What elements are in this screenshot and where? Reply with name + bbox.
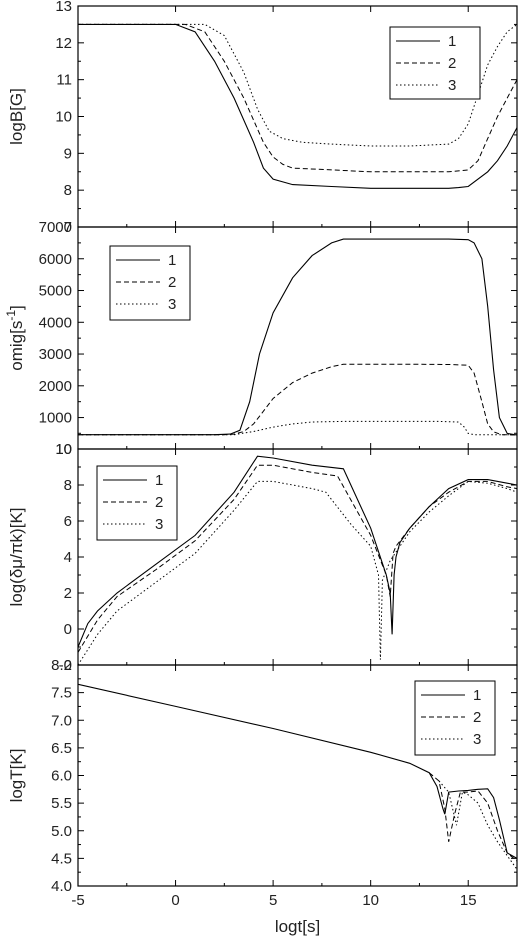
series-line-1 — [78, 238, 517, 436]
legend-label: 3 — [473, 731, 481, 748]
y-tick-label: 4.5 — [51, 850, 72, 867]
legend-label: 2 — [168, 274, 176, 291]
y-tick-label: 6000 — [39, 251, 72, 268]
y-tick-label: 8 — [64, 477, 72, 494]
series-line-1 — [78, 683, 517, 859]
legend-box — [414, 680, 496, 756]
y-tick-label: 8.0 — [51, 657, 72, 674]
y-tick-label: 7 — [64, 219, 72, 236]
series-group — [78, 23, 517, 189]
y-tick-label: 4.0 — [51, 878, 72, 895]
series-line-2 — [428, 772, 517, 862]
y-tick-label: 6 — [64, 513, 72, 530]
legend: 1 2 3 — [109, 245, 191, 321]
series-line-1 — [78, 455, 517, 648]
x-tick-label: 5 — [269, 892, 277, 909]
panel-4: 8.0 7.5 7.0 6.5 6.0 5.5 5.0 4.5 4.0 logT[K] 1 2 3 — [7, 657, 518, 895]
y-axis-label: logT[K] — [7, 749, 26, 803]
legend: 1 2 3 — [414, 680, 496, 756]
legend: 1 2 3 — [389, 26, 481, 100]
series-group — [78, 238, 517, 436]
legend-label: 2 — [448, 55, 456, 72]
legend-label: 2 — [473, 709, 481, 726]
y-tick-label: 13 — [55, 0, 72, 15]
y-tick-label: 10 — [55, 441, 72, 458]
y-axis-label: log(δμ/πk)[K] — [7, 507, 26, 606]
y-tick-label: 6.0 — [51, 768, 72, 785]
series-line-3 — [78, 420, 517, 436]
y-axis-label: omig[s-1] — [4, 305, 26, 370]
y-tick-label: 4000 — [39, 314, 72, 331]
series-group — [78, 683, 517, 870]
y-tick-label: 11 — [56, 72, 72, 89]
x-tick-label: -5 — [71, 892, 84, 909]
y-axis-label-main: omig[s — [7, 321, 26, 371]
y-tick-label: 7.5 — [51, 685, 72, 702]
y-tick-label: 7.0 — [51, 712, 72, 729]
y-tick-label: 1000 — [39, 410, 72, 427]
x-axis-label: logt[s] — [275, 917, 320, 936]
y-tick-label: 5.5 — [51, 795, 72, 812]
series-line-3 — [78, 23, 517, 147]
y-tick-label: 7000 — [39, 219, 72, 236]
y-tick-label: 5000 — [39, 283, 72, 300]
panel-3: 10 8 6 4 2 0 -2 log(δμ/πk)[K] 1 2 3 — [7, 441, 518, 674]
series-line-3 — [438, 780, 517, 870]
y-axis-label-end: ] — [7, 305, 26, 310]
y-tick-label: 10 — [55, 441, 72, 458]
panel-2: 7000 6000 5000 4000 3000 2000 1000 10 omig[s-1] 1… — [4, 219, 518, 458]
legend-box — [109, 245, 191, 321]
legend-label: 3 — [155, 516, 163, 533]
y-tick-label: 4 — [64, 549, 72, 566]
y-tick-label: 0 — [64, 621, 72, 638]
legend-label: 3 — [168, 296, 176, 313]
legend-box — [389, 26, 481, 100]
y-tick-label: 3000 — [39, 346, 72, 363]
series-line-2 — [78, 363, 517, 436]
x-tick-label: 10 — [362, 892, 379, 909]
legend-label: 2 — [155, 494, 163, 511]
y-tick-label: 2 — [64, 585, 72, 602]
legend-box — [96, 465, 178, 541]
y-tick-label: 9 — [64, 145, 72, 162]
x-tick-label: 0 — [171, 892, 179, 909]
y-tick-label: 6.5 — [51, 740, 72, 757]
series-line-1 — [78, 23, 517, 189]
y-tick-label: 8 — [64, 182, 72, 199]
series-group — [78, 455, 517, 665]
y-tick-label: 2000 — [39, 378, 72, 395]
y-axis-label: logB[G] — [7, 88, 26, 145]
y-axis-label-sup: -1 — [4, 310, 18, 321]
y-tick-label: 12 — [55, 35, 72, 52]
y-tick-label: -2 — [59, 657, 72, 674]
x-tick-label: 15 — [460, 892, 477, 909]
legend: 1 2 3 — [96, 465, 178, 541]
y-tick-label: 5.0 — [51, 823, 72, 840]
series-line-2 — [78, 23, 517, 173]
legend-label: 1 — [168, 252, 176, 269]
y-tick-label: 10 — [55, 109, 72, 126]
legend-label: 1 — [473, 687, 481, 704]
legend-label: 3 — [448, 77, 456, 94]
series-line-2 — [78, 464, 517, 653]
legend-label: 1 — [448, 33, 456, 50]
legend-label: 1 — [155, 472, 163, 489]
